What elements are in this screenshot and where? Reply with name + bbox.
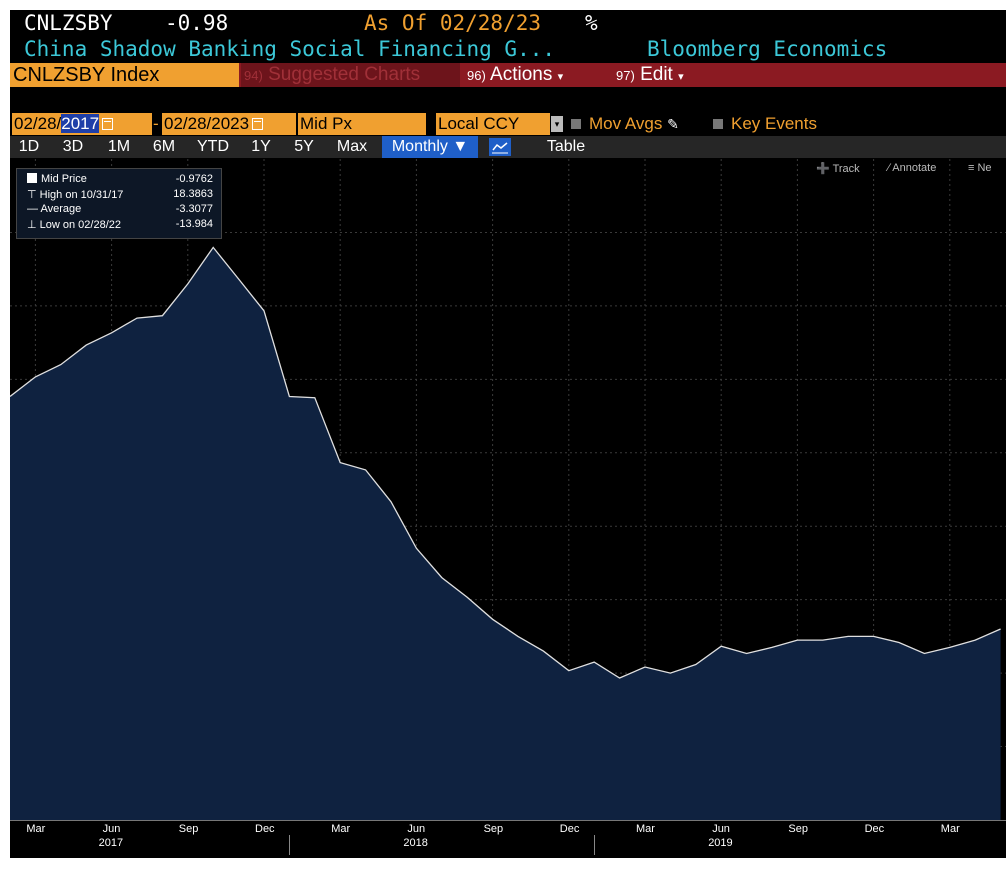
x-tick-label: Jun — [407, 823, 426, 835]
legend-mid-label: Mid Price — [27, 173, 87, 185]
range-6m[interactable]: 6M — [152, 138, 176, 155]
mov-avgs-toggle[interactable]: Mov Avgs ✎ — [571, 113, 679, 135]
actions-menu[interactable]: 96) Actions ▾ — [462, 63, 609, 87]
index-tab[interactable]: CNLZSBY Index — [10, 63, 239, 87]
actions-num: 96) — [467, 68, 486, 83]
date-separator: - — [153, 114, 159, 133]
range-5y[interactable]: 5Y — [294, 138, 314, 155]
mov-avgs-label: Mov Avgs — [589, 114, 663, 133]
edit-menu[interactable]: 97) Edit ▾ — [611, 63, 709, 87]
year-separator — [289, 835, 291, 855]
legend-low-text: Low on 02/28/22 — [39, 219, 121, 231]
news-icon: ≡ — [968, 162, 975, 174]
chart-plot-area[interactable] — [10, 159, 1006, 820]
year-separator — [594, 835, 596, 855]
edit-label: Edit — [640, 64, 673, 85]
x-year-label: 2017 — [98, 837, 124, 849]
range-1m[interactable]: 1M — [107, 138, 131, 155]
range-1d[interactable]: 1D — [18, 138, 40, 155]
security-title: China Shadow Banking Social Financing G.… — [24, 37, 556, 61]
legend-high-label: ⊤ High on 10/31/17 — [27, 189, 124, 201]
as-of-date: As Of 02/28/23 — [364, 11, 542, 35]
legend-mid-value: -0.9762 — [175, 173, 213, 185]
legend-low-value: -13.984 — [175, 218, 213, 230]
x-tick-label: Dec — [255, 823, 275, 835]
x-tick-label: Sep — [483, 823, 504, 835]
legend-low-label: ⊥ Low on 02/28/22 — [27, 219, 121, 231]
x-tick-label: Mar — [636, 823, 655, 835]
chevron-down-icon: ▾ — [557, 71, 564, 83]
range-bar: 1D 3D 1M 6M YTD 1Y 5Y Max Monthly ▼ Tabl… — [10, 136, 1006, 158]
legend-high-value: 18.3863 — [173, 188, 213, 200]
chart-settings-bar: 02/28/2017 - 02/28/2023 Mid Px Local CCY… — [10, 113, 1006, 135]
legend-avg-label: — Average — [27, 203, 82, 215]
news-tool[interactable]: ≡ Ne — [968, 162, 992, 174]
key-events-label: Key Events — [731, 114, 817, 133]
suggested-charts-button[interactable]: 94) Suggested Charts — [241, 63, 460, 87]
annotate-label: Annotate — [892, 162, 937, 174]
price-field-select[interactable]: Mid Px — [298, 113, 426, 135]
annotate-tool[interactable]: ∕ Annotate — [888, 162, 936, 174]
table-button[interactable]: Table — [546, 138, 586, 155]
x-tick-label: Mar — [331, 823, 351, 835]
end-date-text: 02/28/2023 — [164, 114, 250, 133]
chevron-down-icon: ▾ — [678, 71, 684, 83]
frequency-dropdown[interactable]: Monthly ▼ — [382, 136, 478, 158]
series-swatch — [27, 173, 37, 183]
series-area — [10, 247, 1001, 820]
chart-legend: Mid Price -0.9762 ⊤ High on 10/31/17 18.… — [16, 168, 222, 239]
track-tool[interactable]: ➕ Track — [816, 162, 860, 175]
start-date-year: 2017 — [61, 114, 100, 133]
news-label: Ne — [977, 162, 992, 174]
bloomberg-terminal-window: CNLZSBY -0.98 As Of 02/28/23 % China Sha… — [10, 10, 1006, 858]
x-year-label: 2019 — [708, 837, 733, 849]
key-events-toggle[interactable]: Key Events — [713, 113, 817, 135]
suggested-label: Suggested Charts — [268, 64, 421, 85]
legend-high-text: High on 10/31/17 — [39, 189, 124, 201]
legend-mid-text: Mid Price — [41, 173, 87, 185]
pencil-icon[interactable]: ✎ — [667, 116, 679, 132]
crosshair-icon: ➕ — [816, 163, 830, 175]
legend-avg-text: Average — [40, 203, 82, 215]
line-chart-glyph — [492, 142, 508, 154]
range-1y[interactable]: 1Y — [251, 138, 271, 155]
series-line — [10, 246, 1001, 679]
checkbox-icon[interactable] — [713, 119, 723, 129]
x-tick-label: Dec — [864, 823, 885, 835]
x-tick-label: Mar — [26, 823, 46, 835]
calendar-icon[interactable] — [102, 118, 114, 130]
header-row: CNLZSBY -0.98 As Of 02/28/23 % — [10, 10, 1006, 36]
start-date-prefix: 02/28/ — [14, 114, 62, 133]
x-year-label: 2018 — [403, 837, 428, 849]
x-tick-label: Mar — [940, 823, 960, 835]
checkbox-icon[interactable] — [571, 119, 581, 129]
range-max[interactable]: Max — [336, 138, 368, 155]
end-date-field[interactable]: 02/28/2023 — [162, 113, 296, 135]
x-tick-label: Dec — [559, 823, 580, 835]
legend-avg-value: -3.3077 — [175, 203, 213, 215]
annotate-icon: ∕ — [888, 162, 890, 174]
source-label: Bloomberg Economics — [647, 37, 888, 61]
unit-label: % — [585, 11, 598, 35]
start-date-field[interactable]: 02/28/2017 — [12, 113, 152, 135]
x-tick-label: Jun — [712, 823, 730, 835]
calendar-icon[interactable] — [252, 118, 264, 130]
range-3d[interactable]: 3D — [62, 138, 84, 155]
currency-select[interactable]: Local CCY — [436, 113, 550, 135]
line-chart-icon[interactable] — [489, 138, 511, 156]
currency-dropdown-button[interactable]: ▾ — [551, 116, 563, 132]
track-label: Track — [832, 163, 860, 175]
suggested-num: 94) — [244, 68, 263, 83]
ticker-symbol: CNLZSBY — [24, 11, 113, 35]
range-ytd[interactable]: YTD — [197, 138, 229, 155]
last-value: -0.98 — [165, 11, 229, 35]
edit-num: 97) — [616, 68, 635, 83]
x-tick-label: Jun — [102, 823, 121, 835]
x-axis: Mar Jun Sep Dec Mar Jun Sep Dec Mar Jun Sep Dec Mar 2… — [10, 820, 1006, 858]
x-tick-label: Sep — [178, 823, 199, 835]
title-row: China Shadow Banking Social Financing G.… — [10, 36, 1006, 62]
function-toolbar: CNLZSBY Index 94) Suggested Charts 96) A… — [10, 63, 1006, 87]
x-tick-label: Sep — [788, 823, 808, 835]
actions-label: Actions — [490, 64, 553, 85]
